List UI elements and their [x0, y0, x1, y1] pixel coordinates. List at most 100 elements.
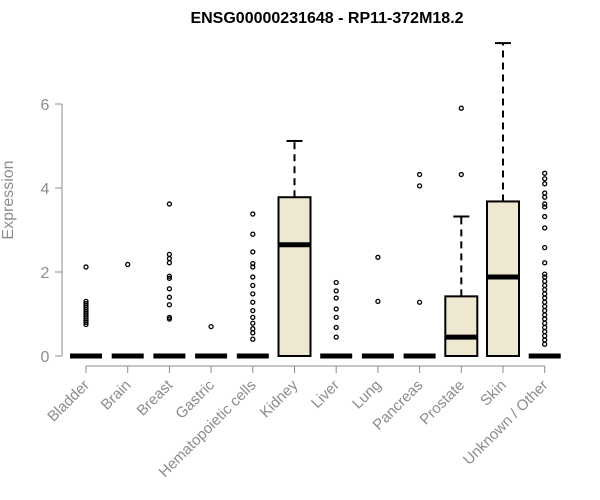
- outlier-point: [250, 274, 256, 280]
- x-tick-label: Lung: [349, 377, 385, 413]
- chart-title: ENSG00000231648 - RP11-372M18.2: [190, 10, 463, 27]
- outlier-point: [166, 251, 173, 258]
- outlier-point: [416, 171, 423, 178]
- outlier-point: [542, 213, 548, 220]
- outlier-point: [542, 204, 548, 210]
- outlier-point: [333, 306, 339, 312]
- outlier-point: [416, 299, 423, 305]
- outlier-point: [333, 288, 339, 294]
- outlier-point: [83, 319, 89, 326]
- outlier-point: [542, 201, 548, 207]
- box-iqr: [277, 196, 312, 357]
- box-group: [277, 139, 312, 357]
- x-tick-label: Brain: [98, 377, 135, 414]
- y-axis: 0 2 4 6: [41, 97, 63, 366]
- outlier-point: [458, 171, 464, 178]
- outlier-point: [542, 303, 548, 310]
- outlier-point: [83, 321, 89, 328]
- box-group: [153, 201, 186, 359]
- outlier-point: [542, 307, 548, 314]
- x-tick-label: Kidney: [257, 376, 302, 421]
- outlier-point: [542, 282, 548, 289]
- y-tick-label: 2: [41, 265, 50, 282]
- outlier-point: [166, 201, 173, 207]
- outlier-point: [542, 316, 548, 322]
- outlier-point: [542, 341, 548, 347]
- outlier-point: [333, 314, 339, 321]
- x-tick-label: Liver: [308, 377, 343, 412]
- outlier-point: [542, 244, 548, 251]
- outlier-point: [542, 260, 548, 266]
- box-group: [111, 261, 144, 359]
- outlier-point: [83, 264, 89, 270]
- outlier-point: [250, 320, 256, 326]
- box-group: [361, 254, 394, 359]
- outlier-point: [542, 324, 548, 331]
- y-axis-label: Expression: [0, 160, 17, 239]
- outlier-point: [542, 278, 548, 284]
- outlier-point: [250, 314, 256, 321]
- x-tick-label: Skin: [477, 377, 510, 410]
- x-tick-label: Breast: [134, 376, 177, 419]
- outlier-point: [458, 105, 464, 111]
- outlier-point: [542, 295, 548, 301]
- box-group: [70, 264, 102, 359]
- y-tick-label: 6: [41, 97, 50, 114]
- outlier-point: [166, 260, 173, 266]
- outlier-point: [416, 183, 423, 189]
- x-tick-label: Bladder: [44, 377, 93, 426]
- outlier-point: [542, 286, 548, 293]
- outlier-point: [208, 323, 214, 330]
- outlier-point: [125, 261, 131, 268]
- box-group: [403, 171, 436, 359]
- outlier-point: [542, 320, 548, 326]
- outlier-point: [166, 294, 173, 300]
- outlier-point: [542, 225, 548, 231]
- outlier-point: [250, 336, 256, 342]
- outlier-point: [375, 298, 381, 305]
- outlier-point: [542, 181, 548, 187]
- box-group: [236, 211, 269, 359]
- outlier-point: [542, 190, 548, 196]
- outlier-point: [542, 194, 548, 200]
- outlier-point: [542, 176, 548, 182]
- box-iqr: [444, 295, 479, 357]
- box-group: [444, 105, 479, 357]
- outlier-point: [333, 279, 339, 286]
- outlier-point: [333, 334, 339, 340]
- box-group: [195, 323, 228, 359]
- outlier-point: [250, 307, 256, 314]
- y-tick-label: 0: [41, 349, 50, 366]
- outlier-point: [250, 211, 256, 217]
- y-tick-label: 4: [41, 181, 50, 198]
- outlier-point: [250, 330, 256, 336]
- outlier-point: [250, 249, 256, 255]
- outlier-point: [250, 299, 256, 305]
- outlier-point: [250, 326, 256, 332]
- outlier-point: [542, 328, 548, 335]
- outlier-point: [333, 324, 339, 331]
- x-tick-label: Prostate: [417, 377, 469, 429]
- box-group: [320, 279, 353, 359]
- outlier-point: [250, 282, 256, 289]
- outlier-point: [542, 170, 548, 176]
- outlier-point: [542, 274, 548, 280]
- outlier-point: [542, 271, 548, 277]
- outlier-point: [333, 295, 339, 301]
- outlier-point: [166, 316, 173, 322]
- box-group: [528, 170, 561, 359]
- outlier-point: [542, 333, 548, 339]
- outlier-point: [250, 264, 256, 270]
- outlier-point: [166, 273, 173, 279]
- outlier-point: [250, 291, 256, 297]
- plot-area: [70, 42, 561, 359]
- outlier-point: [375, 254, 381, 260]
- outlier-point: [166, 302, 173, 308]
- outlier-point: [542, 337, 548, 343]
- outlier-point: [542, 291, 548, 297]
- outlier-point: [250, 231, 256, 237]
- outlier-point: [542, 312, 548, 318]
- outlier-point: [166, 275, 173, 281]
